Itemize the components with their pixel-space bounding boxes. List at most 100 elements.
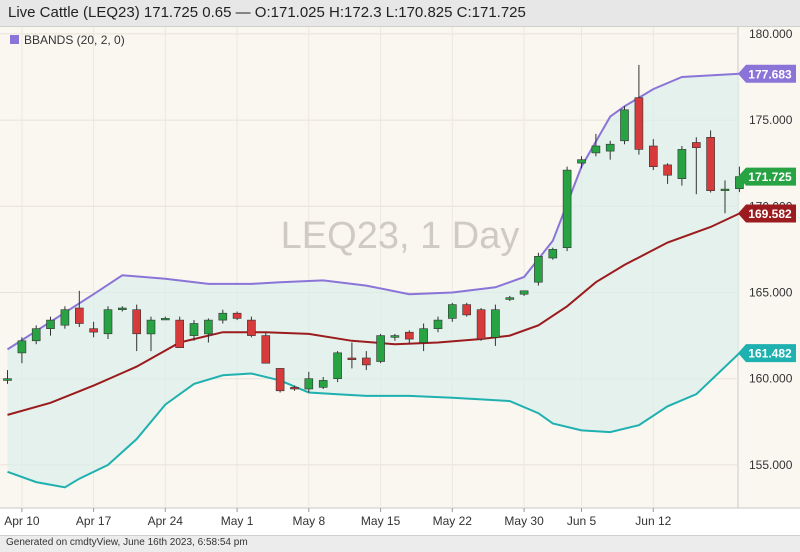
candle-body	[519, 290, 529, 295]
price-badge: 161.482	[738, 344, 796, 363]
candle-body	[161, 318, 170, 321]
candle-body	[232, 312, 242, 319]
price-badge-shape	[738, 344, 796, 363]
candle	[648, 139, 658, 171]
candle	[204, 318, 213, 343]
x-tick-label: Jun 12	[635, 514, 671, 528]
candle-body	[390, 335, 400, 338]
candle	[462, 302, 472, 317]
candle-body	[648, 145, 658, 168]
candle-body	[60, 309, 70, 326]
x-tick-label: Apr 24	[148, 514, 184, 528]
candle	[419, 323, 428, 352]
x-tick-label: May 15	[361, 514, 401, 528]
candle-body	[75, 307, 84, 324]
y-tick-label: 155.000	[749, 458, 793, 472]
y-tick-label: 165.000	[749, 286, 793, 300]
candle-body	[505, 297, 515, 300]
candle	[175, 316, 184, 349]
legend-swatch	[10, 35, 19, 44]
x-tick-label: May 30	[504, 514, 544, 528]
candle-body	[318, 380, 328, 388]
candle-body	[304, 378, 314, 390]
candle-body	[218, 312, 228, 321]
candle-body	[548, 249, 558, 259]
legend[interactable]: BBANDS (20, 2, 0)	[10, 33, 125, 47]
candle-body	[419, 328, 428, 343]
band-fill-layer	[7, 73, 740, 488]
axis-background	[738, 27, 800, 508]
lower-band-line	[7, 352, 741, 489]
candle	[189, 320, 199, 341]
candle	[605, 140, 615, 160]
bollinger-fill	[7, 73, 740, 488]
candle-body	[404, 331, 414, 340]
candle-body	[720, 188, 730, 191]
footer: Generated on cmdtyView, June 16th 2023, …	[0, 535, 800, 552]
x-tick-label: Apr 10	[4, 514, 40, 528]
legend-label: BBANDS (20, 2, 0)	[24, 33, 125, 47]
x-tick-label: Jun 5	[567, 514, 597, 528]
candle-body	[175, 319, 184, 349]
candle	[132, 304, 141, 352]
candle	[3, 370, 12, 384]
candle	[404, 330, 414, 345]
candle	[577, 156, 586, 169]
candle-body	[89, 328, 98, 333]
price-badge-label: 169.582	[748, 207, 792, 221]
candle	[347, 342, 357, 369]
middle-band-line	[7, 212, 740, 416]
candle	[691, 137, 701, 195]
candle	[706, 130, 715, 193]
price-badge-label: 177.683	[748, 67, 792, 81]
candle	[161, 316, 170, 321]
x-tick-label: May 22	[433, 514, 473, 528]
candle-body	[146, 319, 156, 335]
price-badge: 171.725	[738, 167, 796, 186]
price-badge-shape	[738, 167, 796, 186]
price-badge: 169.582	[738, 204, 796, 223]
candle	[318, 377, 328, 389]
candle-body	[476, 309, 486, 340]
candle-body	[706, 137, 715, 192]
candle	[634, 64, 644, 155]
footer-text: Generated on cmdtyView, June 16th 2023, …	[6, 537, 248, 548]
candle	[60, 306, 70, 329]
candle-body	[261, 335, 271, 364]
candle	[677, 146, 687, 186]
price-badge-shape	[738, 64, 796, 83]
candle-body	[17, 340, 27, 354]
price-badge-label: 171.725	[748, 170, 792, 184]
candle	[548, 247, 558, 260]
candle-body	[534, 255, 543, 283]
candle	[361, 351, 371, 371]
candle-body	[634, 97, 644, 150]
candle	[376, 333, 385, 364]
candle	[103, 306, 113, 339]
candle	[620, 106, 629, 145]
candle-body	[347, 357, 357, 361]
candle	[290, 385, 299, 391]
candle-body	[46, 319, 55, 330]
candle	[89, 321, 98, 338]
x-axis: Apr 10 Apr 17 Apr 24 May 1 May 8 May 15 May 22…	[4, 508, 672, 528]
bollinger-lines	[6, 72, 741, 489]
candle-body	[333, 352, 342, 379]
candle-body	[605, 143, 615, 152]
candle-body	[491, 309, 500, 338]
candle-body	[361, 357, 371, 366]
candlestick-series	[3, 64, 744, 393]
candle	[663, 163, 672, 184]
candle	[519, 290, 529, 296]
candle-body	[290, 386, 299, 390]
candle	[562, 166, 572, 252]
candle	[232, 311, 242, 321]
candle-body	[275, 368, 285, 392]
y-tick-label: 160.000	[749, 372, 793, 386]
candle	[720, 180, 730, 214]
candle-body	[247, 319, 256, 336]
candle	[247, 316, 256, 338]
x-tick-label: May 1	[221, 514, 254, 528]
